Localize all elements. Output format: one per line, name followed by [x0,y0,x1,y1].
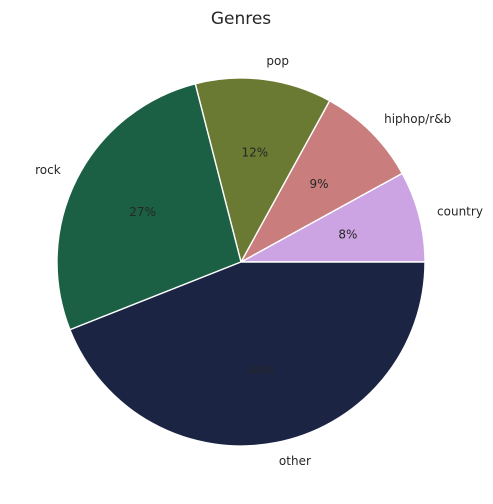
pie-labels: 8% country 9% hiphop/r&b 12% pop 27% rock 44% oth… [35,54,483,468]
pie-slice-other [69,261,426,447]
pie-slices [56,77,426,447]
pct-label-other: 44% [248,363,275,377]
pct-label-hiphop-r-b: 9% [310,177,329,191]
pie-slice-pop [194,77,331,264]
slice-label-pop: pop [266,54,289,68]
pct-label-rock: 27% [129,205,156,219]
slice-label-country: country [437,205,483,219]
pct-label-pop: 12% [242,145,269,159]
pct-label-country: 8% [338,228,357,242]
slice-label-other: other [279,454,311,468]
pie-slice-rock [56,82,242,331]
pie-slice-hiphop-r-b [239,99,404,264]
slice-label-hiphop-r-b: hiphop/r&b [384,112,451,126]
chart-title: Genres [211,9,271,29]
pie-slice-country [240,172,426,263]
slice-label-rock: rock [35,163,61,177]
